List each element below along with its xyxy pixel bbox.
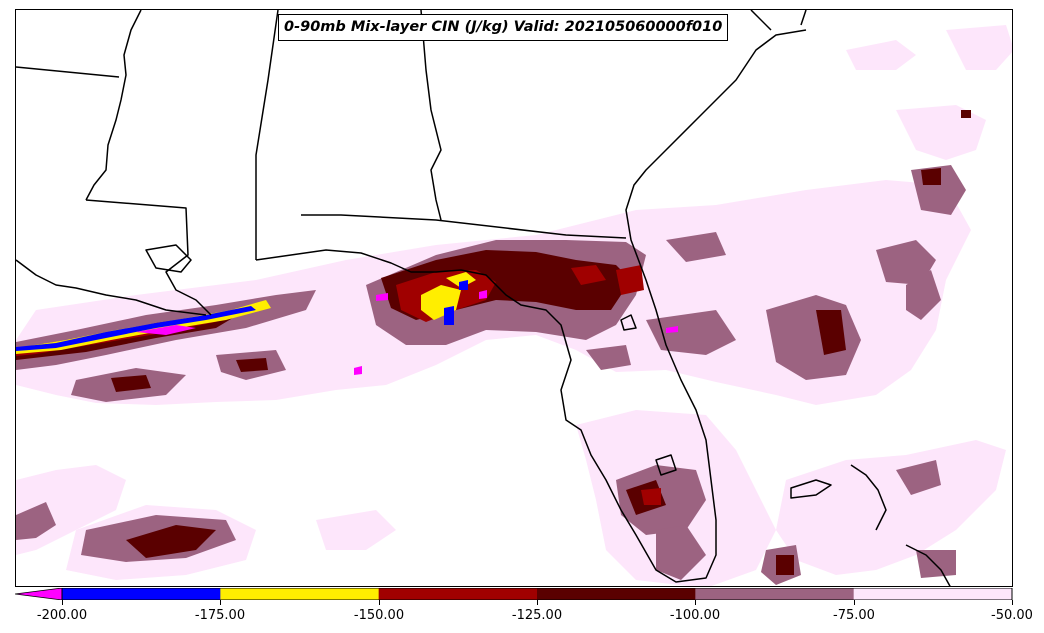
colorbar-tick-label: -150.00 <box>353 608 405 623</box>
colorbar-segment <box>378 588 538 600</box>
colorbar-tick <box>62 600 63 605</box>
colorbar-segment <box>853 588 1013 600</box>
cin-blue-areas <box>16 280 468 351</box>
cin-magenta-areas <box>136 290 678 375</box>
colorbar-tick <box>379 600 380 605</box>
map-title: 0-90mb Mix-layer CIN (J/kg) Valid: 20210… <box>278 14 729 41</box>
colorbar-tick-label: -50.00 <box>991 608 1033 623</box>
colorbar-extend-triangle <box>15 588 63 600</box>
colorbar-segment <box>695 588 855 600</box>
colorbar <box>15 588 1013 600</box>
colorbar-tick <box>220 600 221 605</box>
colorbar-segment <box>537 588 696 600</box>
colorbar-tick-label: -100.00 <box>669 608 721 623</box>
colorbar-segment <box>62 588 221 600</box>
colorbar-tick-label: -125.00 <box>511 608 563 623</box>
colorbar-tick <box>695 600 696 605</box>
colorbar-tick <box>537 600 538 605</box>
map-panel <box>15 9 1013 587</box>
colorbar-tick <box>1012 600 1013 605</box>
map-canvas <box>16 10 1012 586</box>
colorbar-segment <box>220 588 380 600</box>
colorbar-tick <box>854 600 855 605</box>
colorbar-tick-label: -175.00 <box>194 608 246 623</box>
colorbar-tick-label: -200.00 <box>36 608 88 623</box>
colorbar-tick-label: -75.00 <box>833 608 875 623</box>
coastlines-and-borders <box>16 10 951 586</box>
